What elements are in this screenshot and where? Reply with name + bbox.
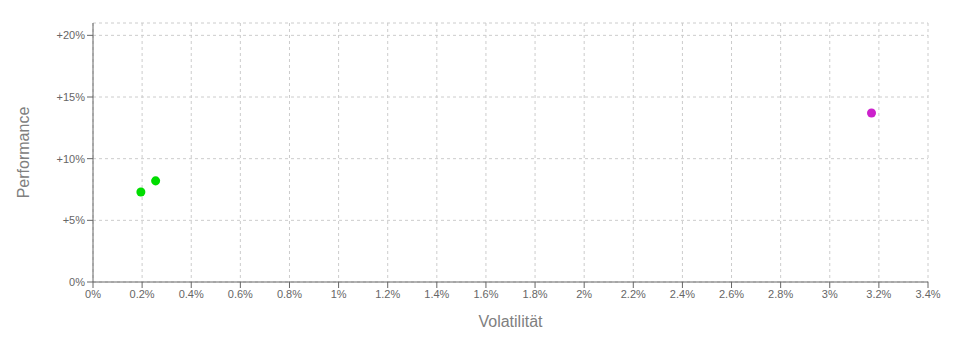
svg-text:0.2%: 0.2% bbox=[130, 288, 155, 300]
svg-text:2.8%: 2.8% bbox=[768, 288, 793, 300]
svg-text:Performance: Performance bbox=[15, 107, 32, 199]
svg-text:0.6%: 0.6% bbox=[228, 288, 253, 300]
svg-text:2%: 2% bbox=[576, 288, 592, 300]
svg-text:+10%: +10% bbox=[57, 153, 86, 165]
svg-text:1.6%: 1.6% bbox=[473, 288, 498, 300]
svg-text:+20%: +20% bbox=[57, 29, 86, 41]
svg-text:1.2%: 1.2% bbox=[375, 288, 400, 300]
svg-text:0%: 0% bbox=[69, 276, 85, 288]
svg-text:1.4%: 1.4% bbox=[424, 288, 449, 300]
svg-text:3.4%: 3.4% bbox=[915, 288, 940, 300]
svg-text:0.8%: 0.8% bbox=[277, 288, 302, 300]
svg-text:0.4%: 0.4% bbox=[179, 288, 204, 300]
svg-text:1%: 1% bbox=[331, 288, 347, 300]
svg-text:3%: 3% bbox=[822, 288, 838, 300]
svg-text:2.4%: 2.4% bbox=[670, 288, 695, 300]
svg-text:0%: 0% bbox=[85, 288, 101, 300]
svg-text:2.2%: 2.2% bbox=[621, 288, 646, 300]
svg-text:1.8%: 1.8% bbox=[523, 288, 548, 300]
svg-text:+5%: +5% bbox=[63, 214, 86, 226]
svg-text:3.2%: 3.2% bbox=[866, 288, 891, 300]
svg-text:Volatilität: Volatilität bbox=[478, 313, 543, 330]
svg-text:+15%: +15% bbox=[57, 91, 86, 103]
svg-text:2.6%: 2.6% bbox=[719, 288, 744, 300]
